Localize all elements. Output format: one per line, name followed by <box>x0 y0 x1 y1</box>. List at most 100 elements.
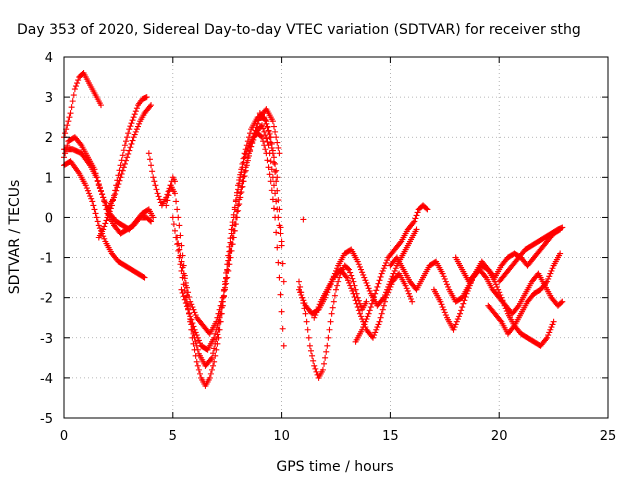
data-point <box>171 190 178 197</box>
data-point <box>126 147 133 154</box>
plot-frame <box>63 56 609 419</box>
data-point <box>484 265 491 272</box>
data-point <box>225 261 232 268</box>
series-track-q <box>352 202 431 345</box>
data-point <box>116 177 123 184</box>
data-point <box>68 104 75 111</box>
data-point <box>264 138 271 145</box>
data-point <box>354 258 361 265</box>
data-point <box>240 155 247 162</box>
data-point <box>278 242 285 249</box>
data-point <box>93 214 100 221</box>
x-tick-label: 25 <box>600 429 617 444</box>
data-point <box>150 174 157 181</box>
data-point <box>387 283 394 290</box>
series-track-d <box>61 146 157 233</box>
data-point <box>549 321 556 328</box>
data-point <box>101 235 108 242</box>
data-point <box>96 225 103 232</box>
data-point <box>129 117 136 124</box>
data-point <box>228 241 235 248</box>
data-point <box>67 110 74 117</box>
data-point <box>356 310 363 317</box>
data-point <box>178 286 185 293</box>
data-point <box>380 302 387 309</box>
data-point <box>329 304 336 311</box>
data-point <box>542 336 549 343</box>
y-tick-label: -1 <box>40 252 53 267</box>
data-point <box>207 356 214 363</box>
data-point <box>183 303 190 310</box>
data-point <box>547 270 554 277</box>
data-point <box>499 297 506 304</box>
data-point <box>275 214 282 221</box>
data-point <box>559 298 566 305</box>
data-point <box>546 329 553 336</box>
data-point <box>471 271 478 278</box>
data-point <box>176 246 183 253</box>
data-point <box>303 318 310 325</box>
data-point <box>314 306 321 313</box>
data-point <box>381 262 388 269</box>
data-point <box>277 224 284 231</box>
data-point <box>379 306 386 313</box>
data-point <box>100 226 107 233</box>
data-point <box>232 197 239 204</box>
data-point <box>268 166 275 173</box>
data-point <box>384 257 391 264</box>
data-point <box>232 214 239 221</box>
data-point <box>392 265 399 272</box>
data-point <box>216 306 223 313</box>
data-point <box>197 370 203 377</box>
data-point <box>164 197 171 204</box>
data-point <box>120 147 127 154</box>
data-point <box>87 193 94 200</box>
data-point <box>465 285 472 292</box>
data-point <box>495 286 502 293</box>
data-point <box>180 270 187 277</box>
data-point <box>414 209 421 216</box>
data-point <box>265 164 272 171</box>
data-point <box>377 314 384 321</box>
data-point <box>272 160 279 167</box>
grid-layer <box>64 57 608 418</box>
data-point <box>229 234 236 241</box>
data-point <box>381 298 388 305</box>
data-point <box>442 312 449 319</box>
data-point <box>322 354 329 361</box>
data-point <box>369 297 376 304</box>
data-point <box>346 266 353 273</box>
data-point <box>171 227 178 234</box>
data-point <box>187 298 194 305</box>
data-point <box>211 345 218 352</box>
data-point <box>269 174 276 181</box>
series-track-g <box>145 150 178 209</box>
data-point <box>74 80 81 87</box>
data-point <box>152 182 159 189</box>
data-point <box>262 132 269 139</box>
data-point <box>363 279 370 286</box>
series-track-a <box>61 70 104 141</box>
data-point <box>267 158 274 165</box>
data-point <box>276 274 283 281</box>
data-point <box>445 283 452 290</box>
data-point <box>126 126 133 133</box>
data-point <box>335 278 342 285</box>
data-point <box>169 214 176 221</box>
data-point <box>403 285 410 292</box>
data-point <box>236 196 243 203</box>
x-axis-label: GPS time / hours <box>276 459 393 475</box>
data-point <box>129 137 136 144</box>
data-point <box>547 326 554 333</box>
data-point <box>372 329 379 336</box>
data-point <box>265 128 272 135</box>
data-point <box>264 123 271 130</box>
data-point <box>273 229 280 236</box>
data-point <box>190 306 197 313</box>
data-point <box>455 313 462 320</box>
data-point <box>185 306 192 313</box>
data-point <box>348 285 355 292</box>
data-point <box>360 324 367 331</box>
data-point <box>273 134 280 141</box>
data-point <box>315 304 322 311</box>
